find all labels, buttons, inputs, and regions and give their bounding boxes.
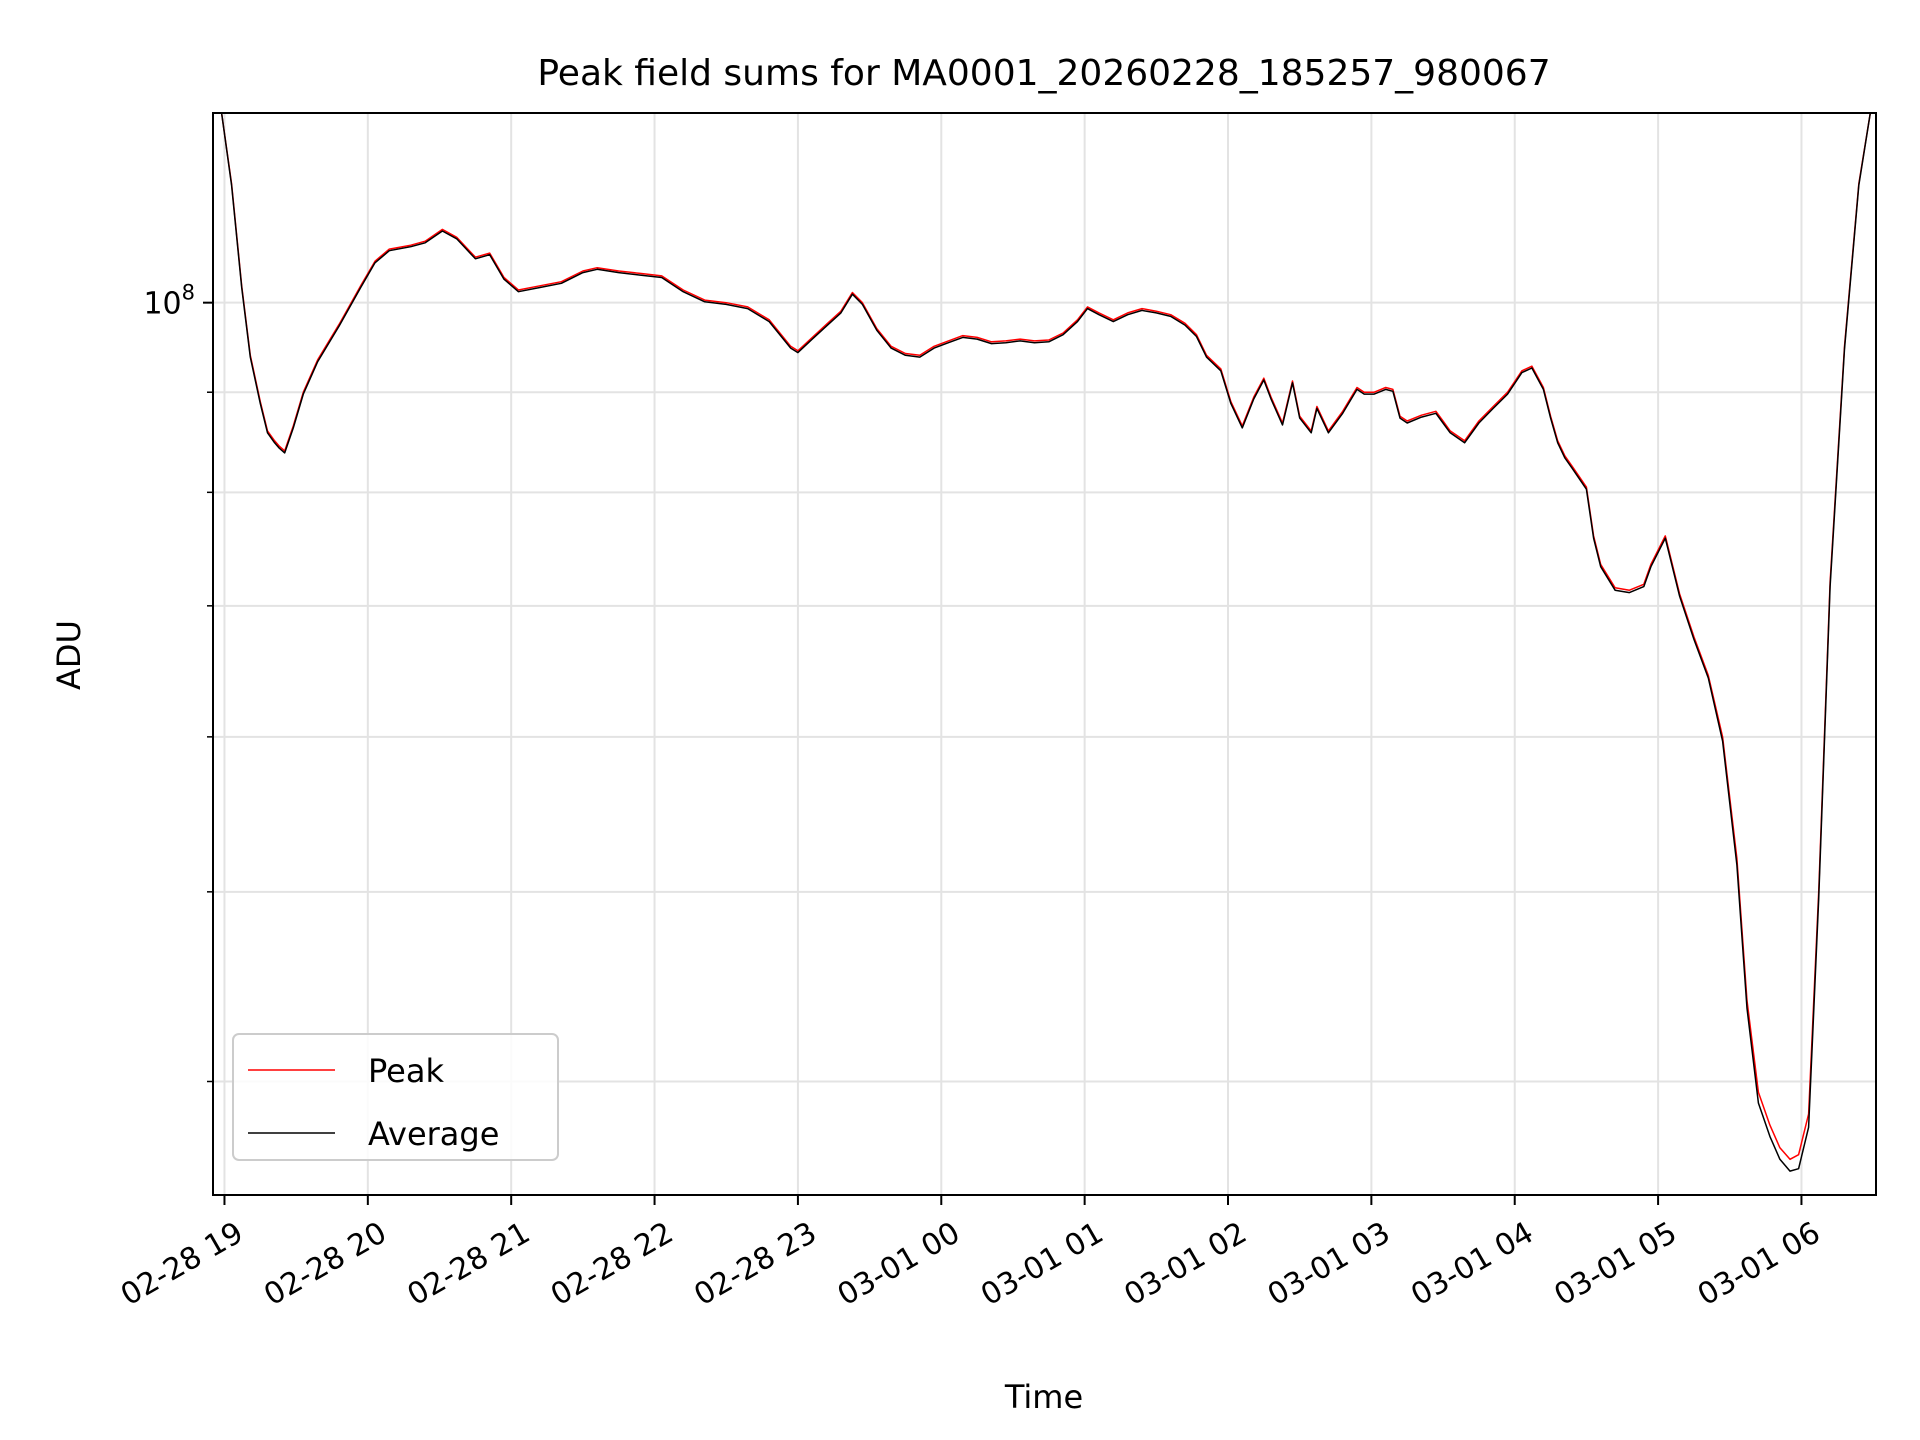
x-axis-label: Time (1004, 1378, 1083, 1416)
y-tick-label-exponent: 8 (182, 281, 195, 305)
y-tick-label: 108 (143, 281, 195, 322)
y-tick-label-base: 10 (143, 287, 181, 322)
data-layer (220, 113, 1872, 1172)
series-line-average (220, 113, 1872, 1172)
legend: Peak Average (232, 1033, 559, 1161)
plot-frame (212, 112, 1877, 1196)
chart-title: Peak field sums for MA0001_20260228_1852… (537, 53, 1550, 94)
legend-average-label: Average (368, 1115, 499, 1153)
legend-peak-label: Peak (368, 1052, 444, 1090)
legend-box (232, 1033, 559, 1161)
grid-layer (213, 113, 1876, 1195)
y-axis-label: ADU (50, 620, 88, 690)
series-line-peak (220, 113, 1872, 1161)
